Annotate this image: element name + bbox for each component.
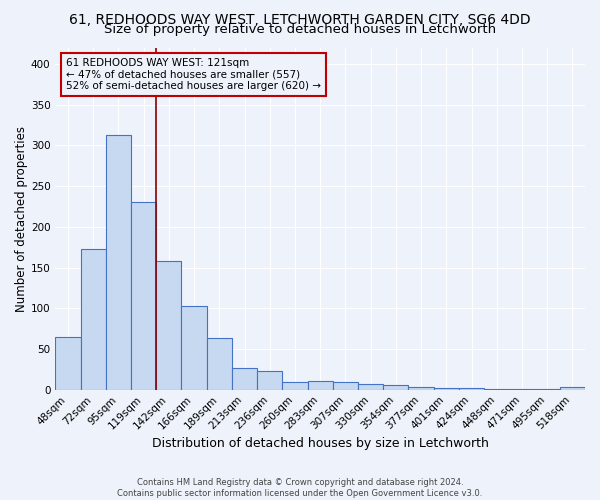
Bar xyxy=(358,384,383,390)
Bar xyxy=(80,249,106,390)
Bar xyxy=(257,371,283,390)
Bar xyxy=(535,389,560,390)
Text: Contains HM Land Registry data © Crown copyright and database right 2024.
Contai: Contains HM Land Registry data © Crown c… xyxy=(118,478,482,498)
Text: 61, REDHOODS WAY WEST, LETCHWORTH GARDEN CITY, SG6 4DD: 61, REDHOODS WAY WEST, LETCHWORTH GARDEN… xyxy=(69,12,531,26)
Bar xyxy=(459,388,484,390)
Bar xyxy=(560,388,585,390)
Bar xyxy=(333,382,358,390)
Bar xyxy=(181,306,207,390)
Bar xyxy=(434,388,459,390)
X-axis label: Distribution of detached houses by size in Letchworth: Distribution of detached houses by size … xyxy=(152,437,488,450)
Bar xyxy=(55,337,80,390)
Text: Size of property relative to detached houses in Letchworth: Size of property relative to detached ho… xyxy=(104,22,496,36)
Bar xyxy=(232,368,257,390)
Bar xyxy=(509,389,535,390)
Text: 61 REDHOODS WAY WEST: 121sqm
← 47% of detached houses are smaller (557)
52% of s: 61 REDHOODS WAY WEST: 121sqm ← 47% of de… xyxy=(66,58,321,91)
Bar xyxy=(283,382,308,390)
Y-axis label: Number of detached properties: Number of detached properties xyxy=(15,126,28,312)
Bar xyxy=(207,338,232,390)
Bar xyxy=(383,385,409,390)
Bar xyxy=(156,261,181,390)
Bar xyxy=(106,134,131,390)
Bar xyxy=(131,202,156,390)
Bar xyxy=(484,389,509,390)
Bar xyxy=(308,381,333,390)
Bar xyxy=(409,388,434,390)
